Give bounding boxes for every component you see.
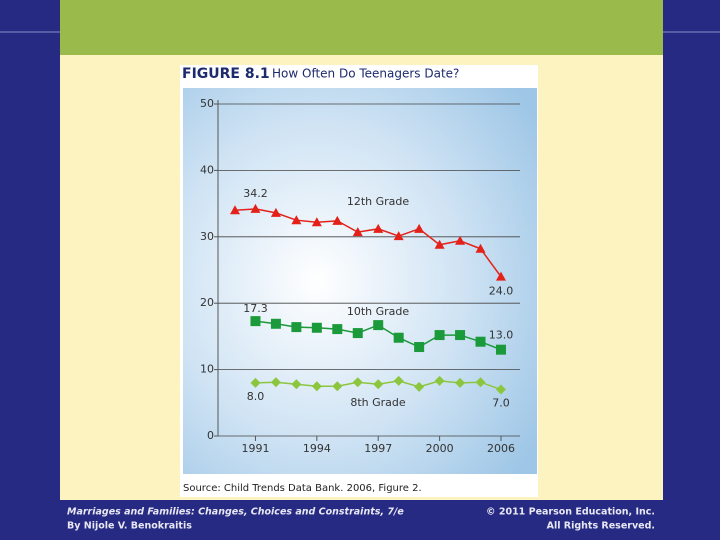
marker xyxy=(332,324,343,335)
author: By Nijole V. Benokraitis xyxy=(67,521,192,532)
source: Source: Child Trends Data Bank. 2006, Fi… xyxy=(183,483,422,494)
marker xyxy=(291,322,302,333)
value-label: 24.0 xyxy=(489,285,514,298)
value-label: 17.3 xyxy=(243,302,268,315)
y-tick-label: 40 xyxy=(200,163,214,176)
series-label: 12th Grade xyxy=(347,195,410,208)
marker xyxy=(352,377,363,388)
value-label: 13.0 xyxy=(489,329,514,342)
marker xyxy=(270,318,281,329)
marker xyxy=(455,235,466,245)
marker xyxy=(393,375,404,386)
marker xyxy=(475,336,486,347)
value-label: 8.0 xyxy=(247,390,265,403)
marker xyxy=(352,328,363,339)
x-tick-label: 1994 xyxy=(303,442,331,455)
chart-subtitle: How Often Do Teenagers Date? xyxy=(272,67,459,81)
y-tick-label: 20 xyxy=(200,296,214,309)
x-tick-label: 1997 xyxy=(364,442,392,455)
book-title: Marriages and Families: Changes, Choices… xyxy=(67,507,404,518)
marker xyxy=(414,223,425,233)
marker xyxy=(455,377,466,388)
marker xyxy=(434,239,445,249)
y-tick-label: 50 xyxy=(200,97,214,110)
copyright: © 2011 Pearson Education, Inc. xyxy=(486,507,655,518)
marker xyxy=(495,271,506,281)
marker xyxy=(414,381,425,392)
marker xyxy=(475,243,486,253)
marker xyxy=(291,215,302,225)
marker xyxy=(250,203,261,213)
marker xyxy=(332,215,343,225)
marker xyxy=(414,342,425,353)
rights: All Rights Reserved. xyxy=(547,521,655,532)
marker xyxy=(270,377,281,388)
y-tick-label: 30 xyxy=(200,230,214,243)
x-tick-label: 2000 xyxy=(426,442,454,455)
marker xyxy=(475,377,486,388)
marker xyxy=(352,227,363,237)
marker xyxy=(495,384,506,395)
value-label: 7.0 xyxy=(492,397,510,410)
plot-area xyxy=(183,88,537,474)
marker xyxy=(230,205,240,215)
marker xyxy=(434,330,445,341)
chart-title: FIGURE 8.1 xyxy=(182,66,270,82)
marker xyxy=(393,332,404,343)
marker xyxy=(495,344,506,355)
x-tick-label: 2006 xyxy=(487,442,515,455)
marker xyxy=(311,381,322,392)
value-label: 34.2 xyxy=(243,187,268,200)
marker xyxy=(250,316,261,327)
marker xyxy=(393,231,404,241)
marker xyxy=(373,379,384,390)
y-tick-label: 10 xyxy=(200,363,214,376)
marker xyxy=(270,207,281,217)
marker xyxy=(250,377,261,388)
marker xyxy=(291,379,302,390)
marker xyxy=(455,330,466,341)
marker xyxy=(373,320,384,331)
marker xyxy=(311,217,322,227)
marker xyxy=(434,375,445,386)
marker xyxy=(332,381,343,392)
marker xyxy=(311,322,322,333)
x-tick-label: 1991 xyxy=(241,442,269,455)
y-tick-label: 0 xyxy=(207,429,214,442)
marker xyxy=(373,223,384,233)
series-label: 10th Grade xyxy=(347,305,410,318)
top-band xyxy=(60,0,663,55)
series-label: 8th Grade xyxy=(350,396,406,409)
